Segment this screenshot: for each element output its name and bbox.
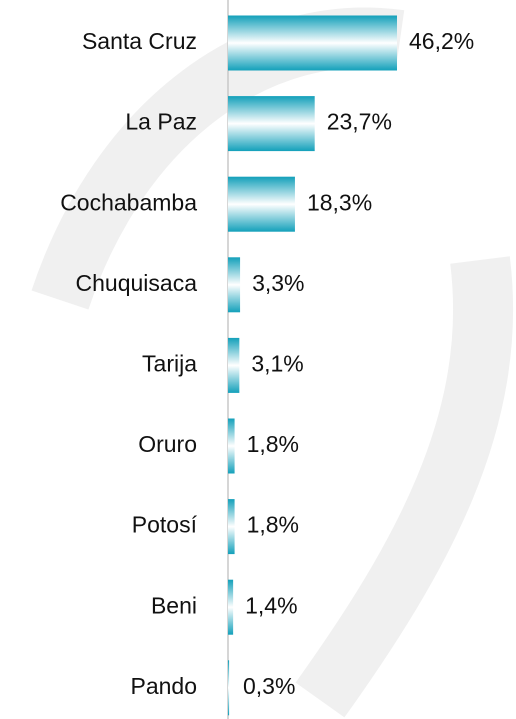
bar (228, 418, 235, 474)
bar (228, 660, 230, 716)
category-label: Beni (151, 592, 197, 618)
bar (228, 499, 235, 555)
category-label: Pando (130, 673, 197, 699)
bar (228, 15, 397, 71)
category-label: Potosí (132, 512, 198, 538)
bar (228, 579, 234, 635)
category-label: Oruro (138, 431, 197, 457)
value-label: 0,3% (243, 673, 295, 699)
value-label: 1,4% (245, 592, 297, 618)
category-label: Chuquisaca (76, 270, 198, 296)
value-label: 23,7% (327, 109, 392, 135)
value-label: 46,2% (409, 28, 474, 54)
bar (228, 337, 240, 393)
category-label: Santa Cruz (82, 28, 197, 54)
value-label: 1,8% (247, 431, 299, 457)
value-label: 3,1% (251, 350, 303, 376)
category-label: Tarija (142, 350, 197, 376)
bar (228, 257, 241, 313)
value-label: 18,3% (307, 189, 372, 215)
value-label: 3,3% (252, 270, 304, 296)
watermark-stroke (295, 256, 514, 718)
category-label: Cochabamba (60, 189, 197, 215)
value-label: 1,8% (247, 512, 299, 538)
category-label: La Paz (125, 109, 197, 135)
bar (228, 176, 295, 232)
bar (228, 96, 315, 152)
